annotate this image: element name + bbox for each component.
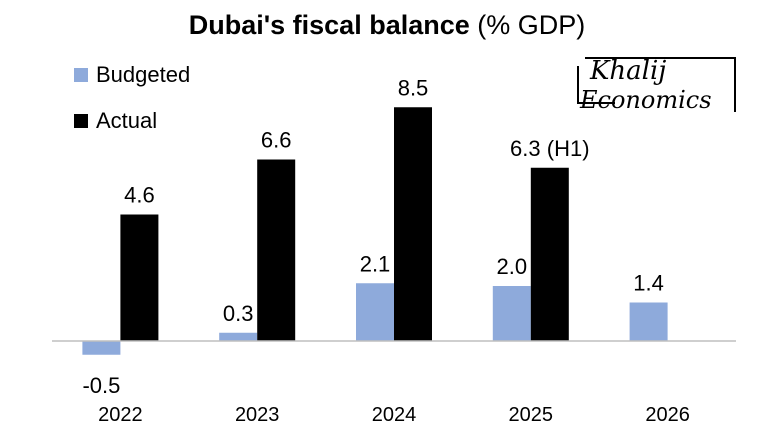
- legend-swatch-budgeted: [74, 68, 88, 82]
- bars-layer: [82, 107, 668, 355]
- legend-label-budgeted: Budgeted: [96, 62, 190, 87]
- bar-actual-2022: [120, 214, 159, 341]
- data-labels-layer: -0.5 4.6 0.3 6.6 2.1 8.5 2.0 6.3 (H1) 1.4: [82, 75, 663, 398]
- legend: Budgeted Actual: [74, 62, 190, 133]
- data-label-budgeted-2023: 0.3: [223, 301, 254, 326]
- data-label-budgeted-2025: 2.0: [497, 254, 528, 279]
- logo-line-1: Khalij: [589, 56, 666, 86]
- data-label-actual-2023: 6.6: [261, 128, 292, 153]
- x-tick-label-2024: 2024: [372, 404, 417, 426]
- bar-budgeted-2024: [356, 283, 394, 341]
- chart-title-unit: (% GDP): [470, 10, 586, 40]
- data-label-actual-2025: 6.3 (H1): [510, 136, 589, 161]
- bar-actual-2023: [257, 159, 296, 341]
- bar-actual-2024: [394, 107, 432, 341]
- bar-actual-2025: [530, 167, 569, 341]
- x-tick-label-2025: 2025: [509, 404, 554, 426]
- chart-title: Dubai's fiscal balance (% GDP): [189, 10, 586, 40]
- khalij-economics-logo: Khalij Economics: [577, 56, 736, 114]
- data-label-actual-2022: 4.6: [124, 183, 155, 208]
- legend-label-actual: Actual: [96, 108, 157, 133]
- bar-budgeted-2025: [492, 286, 531, 341]
- bar-budgeted-2023: [219, 332, 258, 341]
- data-label-actual-2024: 8.5: [398, 75, 429, 100]
- x-tick-label-2022: 2022: [98, 404, 143, 426]
- x-tick-labels: 2022 2023 2024 2025 2026: [98, 404, 690, 426]
- x-tick-label-2026: 2026: [645, 404, 690, 426]
- logo-frame-bottom: [577, 66, 615, 104]
- data-label-budgeted-2026: 1.4: [633, 271, 664, 296]
- chart-title-bold: Dubai's fiscal balance: [189, 10, 470, 40]
- logo-line-2: Economics: [579, 86, 712, 114]
- bar-budgeted-2022: [82, 341, 121, 355]
- data-label-budgeted-2024: 2.1: [360, 251, 391, 276]
- logo-frame-top: [585, 57, 736, 112]
- x-tick-label-2023: 2023: [235, 404, 280, 426]
- bar-budgeted-2026: [629, 302, 668, 341]
- legend-swatch-actual: [74, 114, 88, 128]
- data-label-budgeted-2022: -0.5: [82, 373, 120, 398]
